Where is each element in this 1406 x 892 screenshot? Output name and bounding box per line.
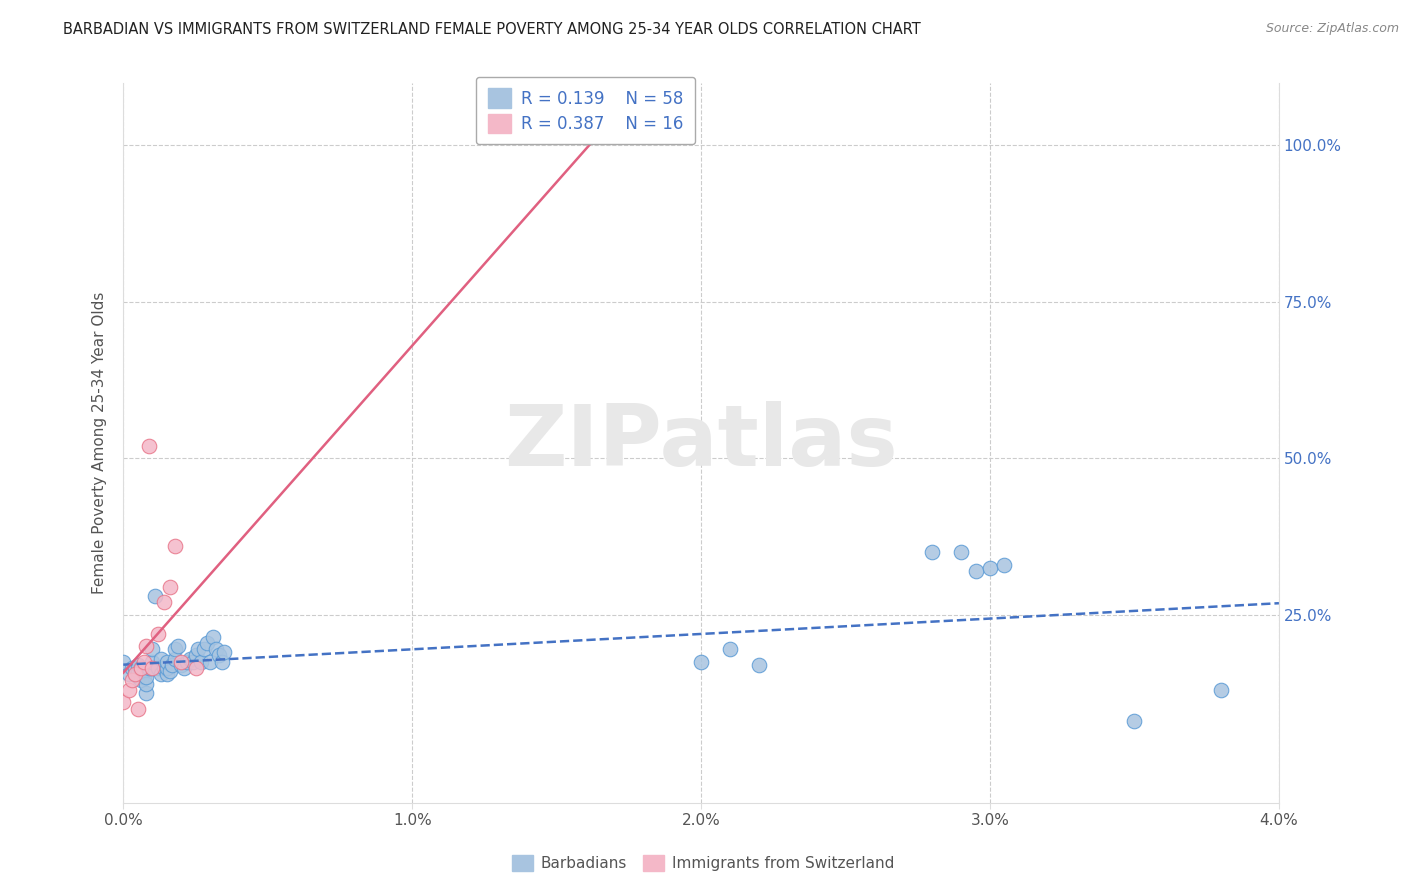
Point	[198, 655, 221, 669]
Point	[979, 561, 1001, 575]
Point	[1123, 714, 1146, 728]
Point	[138, 661, 160, 675]
Point	[181, 655, 204, 669]
Point	[127, 664, 149, 678]
Point	[201, 630, 224, 644]
Point	[129, 661, 152, 675]
Point	[950, 545, 973, 559]
Point	[165, 539, 187, 553]
Point	[921, 545, 943, 559]
Point	[167, 639, 190, 653]
Point	[208, 648, 231, 663]
Point	[162, 657, 184, 672]
Point	[146, 626, 169, 640]
Point	[135, 670, 157, 684]
Point	[129, 661, 152, 675]
Point	[132, 670, 155, 684]
Point	[121, 673, 143, 688]
Point	[132, 655, 155, 669]
Point	[127, 657, 149, 672]
Point	[129, 673, 152, 688]
Point	[141, 661, 163, 675]
Point	[135, 639, 157, 653]
Point	[179, 651, 201, 665]
Point	[159, 580, 181, 594]
Point	[135, 686, 157, 700]
Point	[124, 667, 146, 681]
Point	[135, 676, 157, 690]
Point	[152, 595, 174, 609]
Point	[176, 655, 198, 669]
Point	[193, 642, 215, 657]
Point	[690, 655, 713, 669]
Point	[141, 661, 163, 675]
Point	[195, 636, 218, 650]
Point	[993, 558, 1015, 572]
Point	[204, 642, 226, 657]
Point	[112, 655, 135, 669]
Legend: Barbadians, Immigrants from Switzerland: Barbadians, Immigrants from Switzerland	[506, 849, 900, 877]
Point	[165, 642, 187, 657]
Point	[121, 661, 143, 675]
Point	[146, 661, 169, 675]
Point	[190, 655, 212, 669]
Point	[118, 667, 141, 681]
Point	[156, 661, 179, 675]
Text: ZIPatlas: ZIPatlas	[505, 401, 898, 484]
Point	[159, 664, 181, 678]
Point	[141, 642, 163, 657]
Point	[127, 701, 149, 715]
Point	[187, 642, 209, 657]
Point	[124, 661, 146, 675]
Point	[143, 589, 166, 603]
Point	[965, 564, 987, 578]
Point	[748, 657, 770, 672]
Point	[214, 645, 236, 659]
Legend: R = 0.139    N = 58, R = 0.387    N = 16: R = 0.139 N = 58, R = 0.387 N = 16	[477, 77, 695, 145]
Point	[211, 655, 233, 669]
Text: BARBADIAN VS IMMIGRANTS FROM SWITZERLAND FEMALE POVERTY AMONG 25-34 YEAR OLDS CO: BARBADIAN VS IMMIGRANTS FROM SWITZERLAND…	[63, 22, 921, 37]
Y-axis label: Female Poverty Among 25-34 Year Olds: Female Poverty Among 25-34 Year Olds	[93, 292, 107, 594]
Point	[152, 661, 174, 675]
Point	[149, 667, 172, 681]
Point	[132, 664, 155, 678]
Point	[1211, 682, 1233, 697]
Point	[718, 642, 741, 657]
Text: Source: ZipAtlas.com: Source: ZipAtlas.com	[1265, 22, 1399, 36]
Point	[170, 657, 193, 672]
Point	[118, 682, 141, 697]
Point	[141, 655, 163, 669]
Point	[138, 439, 160, 453]
Point	[124, 667, 146, 681]
Point	[170, 655, 193, 669]
Point	[127, 670, 149, 684]
Point	[184, 648, 207, 663]
Point	[156, 667, 179, 681]
Point	[112, 695, 135, 709]
Point	[184, 661, 207, 675]
Point	[149, 651, 172, 665]
Point	[156, 655, 179, 669]
Point	[173, 661, 195, 675]
Point	[165, 651, 187, 665]
